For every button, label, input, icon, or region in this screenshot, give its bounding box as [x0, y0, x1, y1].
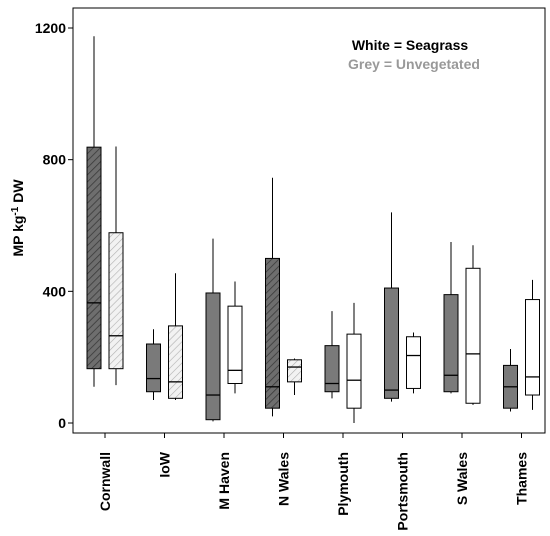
box [503, 348, 518, 412]
box [465, 245, 481, 405]
legend-unvegetated: Grey = Unvegetated [348, 56, 480, 72]
box [86, 36, 102, 387]
y-tick-label: 800 [43, 152, 67, 168]
box [287, 358, 302, 396]
box-body [384, 287, 399, 399]
box [227, 281, 243, 394]
x-tick-label: M Haven [216, 452, 232, 510]
box-body [168, 325, 183, 399]
box [146, 329, 161, 400]
box-body [324, 345, 340, 393]
box-body [287, 359, 302, 383]
x-tick-label: Thames [514, 452, 530, 505]
box-body [406, 336, 421, 389]
box-body [227, 305, 243, 385]
legend: White = Seagrass Grey = Unvegetated [348, 37, 480, 72]
box-body [146, 343, 161, 393]
x-tick-label: N Wales [276, 452, 292, 506]
plot-frame [72, 7, 546, 434]
box [525, 279, 540, 410]
box [108, 146, 124, 386]
box-body [465, 267, 481, 404]
box-body [108, 232, 124, 370]
box-body [86, 146, 102, 370]
box [205, 238, 221, 422]
y-axis: 0 400 800 1200 [35, 20, 73, 431]
x-axis: Cornwall IoW M Haven N Wales Plymouth Portsmo… [97, 433, 530, 531]
y-axis-label: MP kg-1 DW [10, 179, 26, 257]
y-tick-label: 400 [43, 283, 67, 299]
x-tick-label: S Wales [454, 452, 470, 505]
box-body [265, 257, 280, 409]
x-tick-label: Cornwall [97, 452, 113, 511]
box-body [205, 292, 221, 421]
box [443, 241, 459, 394]
y-tick-label: 1200 [35, 20, 66, 36]
box [324, 311, 340, 399]
y-tick-label: 0 [58, 415, 66, 431]
box [406, 332, 421, 394]
box-body [346, 333, 362, 409]
legend-seagrass: White = Seagrass [352, 37, 469, 53]
x-tick-label: IoW [157, 451, 173, 477]
box [265, 177, 280, 417]
box [168, 273, 183, 400]
box [384, 212, 399, 402]
box-body [525, 299, 540, 396]
box-body [443, 294, 459, 393]
box [346, 302, 362, 423]
plot-area [72, 7, 546, 434]
x-tick-label: Plymouth [335, 452, 351, 516]
x-tick-label: Portsmouth [395, 452, 411, 531]
